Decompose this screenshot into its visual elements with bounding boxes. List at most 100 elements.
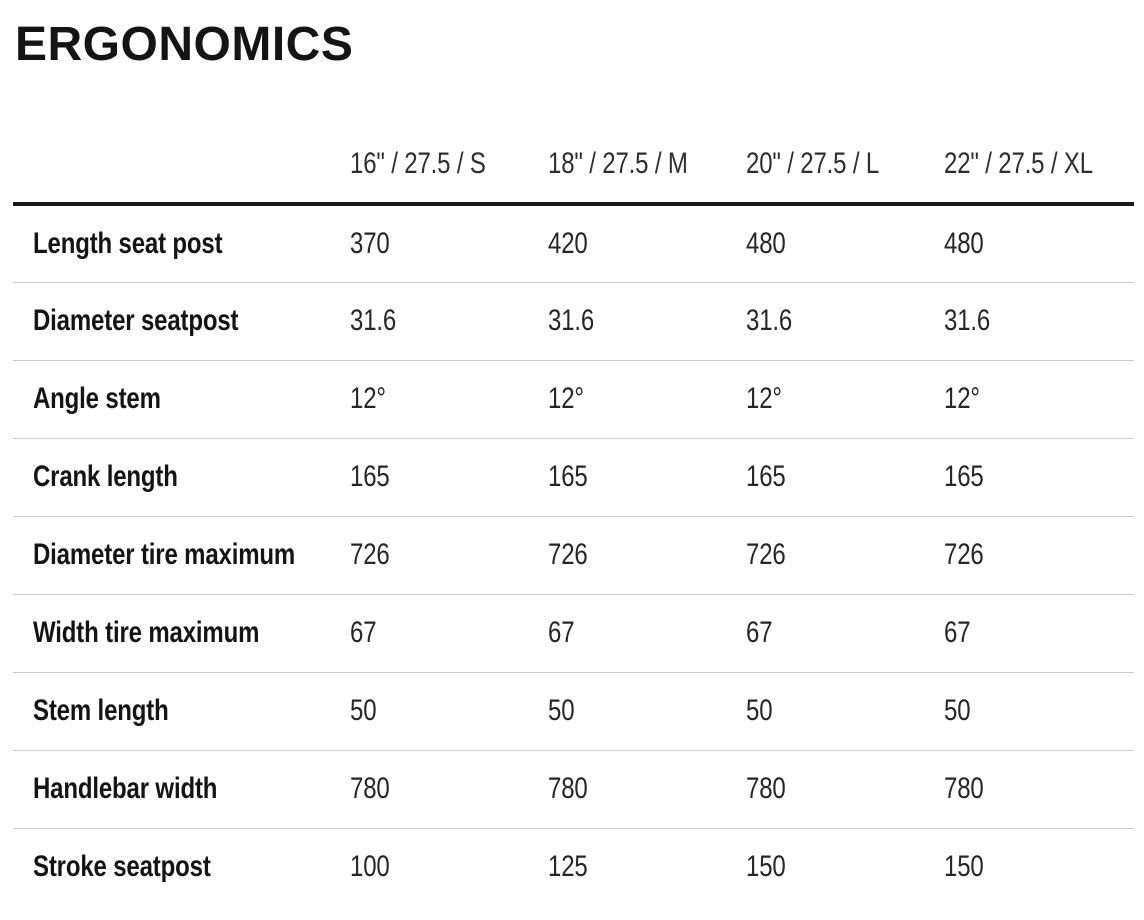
row-label: Stroke seatpost (33, 850, 211, 884)
cell-value-text: 165 (350, 460, 390, 493)
cell-value-text: 50 (350, 694, 377, 727)
page-title: ERGONOMICS (0, 0, 1144, 72)
table-body: Length seat post 370 420 480 480 Diamete… (13, 204, 1134, 906)
table-header: 16" / 27.5 / S 18" / 27.5 / M 20" / 27.5… (13, 72, 1134, 206)
cell-value: 100 (350, 828, 548, 906)
column-header-size-m: 18" / 27.5 / M (548, 72, 746, 206)
cell-value-text: 31.6 (746, 304, 793, 337)
cell-value: 67 (548, 594, 746, 672)
row-label-cell: Width tire maximum (13, 594, 350, 672)
cell-value-text: 420 (548, 226, 588, 260)
table-row-crank-length: Crank length 165 165 165 165 (13, 438, 1134, 516)
cell-value-text: 480 (746, 226, 786, 260)
cell-value-text: 165 (944, 460, 984, 493)
cell-value-text: 780 (350, 772, 390, 805)
cell-value: 50 (350, 672, 548, 750)
row-label-cell: Diameter seatpost (13, 282, 350, 360)
cell-value-text: 50 (548, 694, 575, 727)
cell-value: 12° (746, 360, 944, 438)
row-label: Width tire maximum (33, 616, 260, 649)
cell-value-text: 726 (350, 538, 390, 571)
cell-value: 67 (350, 594, 548, 672)
cell-value-text: 50 (944, 694, 971, 727)
column-header-size-xl: 22" / 27.5 / XL (944, 72, 1134, 206)
row-label-cell: Diameter tire maximum (13, 516, 350, 594)
table-row-length-seat-post: Length seat post 370 420 480 480 (13, 204, 1134, 282)
row-label: Angle stem (33, 382, 161, 415)
cell-value: 780 (746, 750, 944, 828)
cell-value-text: 31.6 (944, 304, 991, 337)
cell-value: 370 (350, 204, 548, 282)
page-title-text: ERGONOMICS (15, 18, 354, 71)
cell-value-text: 726 (746, 538, 786, 571)
cell-value-text: 780 (746, 772, 786, 805)
row-label-cell: Stem length (13, 672, 350, 750)
cell-value-text: 150 (746, 850, 786, 884)
cell-value-text: 67 (548, 616, 575, 649)
cell-value: 12° (548, 360, 746, 438)
cell-value-text: 100 (350, 850, 390, 884)
table-row-stroke-seatpost: Stroke seatpost 100 125 150 150 (13, 828, 1134, 906)
row-label-cell: Handlebar width (13, 750, 350, 828)
cell-value: 726 (944, 516, 1134, 594)
cell-value: 31.6 (548, 282, 746, 360)
cell-value-text: 165 (548, 460, 588, 493)
cell-value-text: 150 (944, 850, 984, 884)
header-row: 16" / 27.5 / S 18" / 27.5 / M 20" / 27.5… (13, 72, 1134, 206)
row-label-cell: Stroke seatpost (13, 828, 350, 906)
cell-value: 780 (944, 750, 1134, 828)
cell-value-text: 12° (350, 382, 386, 415)
column-header-label: 16" / 27.5 / S (350, 147, 486, 180)
cell-value: 726 (350, 516, 548, 594)
cell-value-text: 780 (944, 772, 984, 805)
cell-value-text: 370 (350, 226, 390, 260)
column-header-label: 22" / 27.5 / XL (944, 147, 1093, 180)
cell-value: 165 (746, 438, 944, 516)
table-row-stem-length: Stem length 50 50 50 50 (13, 672, 1134, 750)
cell-value: 165 (944, 438, 1134, 516)
table-row-diameter-seatpost: Diameter seatpost 31.6 31.6 31.6 31.6 (13, 282, 1134, 360)
cell-value: 31.6 (944, 282, 1134, 360)
cell-value-text: 480 (944, 226, 984, 260)
cell-value: 12° (350, 360, 548, 438)
cell-value-text: 31.6 (350, 304, 397, 337)
cell-value: 31.6 (350, 282, 548, 360)
row-label: Stem length (33, 694, 169, 727)
ergonomics-table: 16" / 27.5 / S 18" / 27.5 / M 20" / 27.5… (13, 72, 1134, 906)
cell-value: 50 (746, 672, 944, 750)
cell-value: 125 (548, 828, 746, 906)
cell-value: 780 (350, 750, 548, 828)
cell-value: 165 (350, 438, 548, 516)
cell-value-text: 780 (548, 772, 588, 805)
table-row-diameter-tire-maximum: Diameter tire maximum 726 726 726 726 (13, 516, 1134, 594)
cell-value-text: 12° (548, 382, 584, 415)
cell-value: 150 (944, 828, 1134, 906)
cell-value-text: 67 (350, 616, 377, 649)
cell-value: 420 (548, 204, 746, 282)
cell-value: 12° (944, 360, 1134, 438)
cell-value-text: 12° (944, 382, 980, 415)
cell-value: 480 (944, 204, 1134, 282)
cell-value: 726 (746, 516, 944, 594)
cell-value: 67 (944, 594, 1134, 672)
cell-value-text: 165 (746, 460, 786, 493)
row-label: Diameter tire maximum (33, 538, 296, 571)
row-label-cell: Length seat post (13, 204, 350, 282)
table-row-width-tire-maximum: Width tire maximum 67 67 67 67 (13, 594, 1134, 672)
cell-value: 165 (548, 438, 746, 516)
cell-value-text: 12° (746, 382, 782, 415)
cell-value: 780 (548, 750, 746, 828)
column-header-label: 20" / 27.5 / L (746, 147, 880, 180)
row-label: Diameter seatpost (33, 304, 239, 337)
table-row-angle-stem: Angle stem 12° 12° 12° 12° (13, 360, 1134, 438)
cell-value: 150 (746, 828, 944, 906)
cell-value: 50 (944, 672, 1134, 750)
column-header-size-s: 16" / 27.5 / S (350, 72, 548, 206)
row-label: Length seat post (33, 226, 223, 260)
cell-value-text: 67 (944, 616, 971, 649)
cell-value: 67 (746, 594, 944, 672)
cell-value: 50 (548, 672, 746, 750)
cell-value-text: 67 (746, 616, 773, 649)
row-label-cell: Angle stem (13, 360, 350, 438)
row-label: Handlebar width (33, 772, 218, 805)
